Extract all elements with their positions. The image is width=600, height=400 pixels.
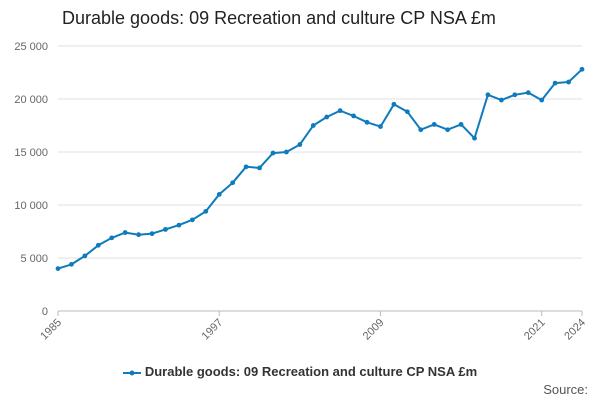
- series-group: [55, 66, 585, 271]
- data-point: [431, 122, 437, 127]
- x-axis: 1985 1997 2009 2021 2024: [38, 311, 588, 342]
- x-tick-label: 1997: [200, 317, 226, 343]
- data-point: [364, 119, 370, 125]
- source-label: Source:: [543, 382, 588, 397]
- data-point: [404, 109, 410, 115]
- data-point: [163, 226, 168, 232]
- data-point: [243, 164, 249, 170]
- data-point: [351, 113, 356, 119]
- data-point: [525, 90, 531, 96]
- data-point: [579, 66, 585, 72]
- y-tick-label: 10 000: [14, 200, 48, 212]
- data-point: [418, 127, 424, 133]
- y-tick-label: 15 000: [14, 147, 48, 159]
- data-point: [391, 101, 397, 107]
- legend-swatch-icon: [122, 370, 141, 376]
- chart-title: Durable goods: 09 Recreation and culture…: [62, 8, 496, 28]
- y-tick-label: 5 000: [20, 253, 48, 265]
- x-tick-label: 1985: [38, 317, 64, 343]
- gridlines: [58, 45, 582, 312]
- data-point: [176, 222, 182, 228]
- data-point: [297, 142, 303, 147]
- x-tick-label: 2021: [522, 317, 548, 343]
- legend[interactable]: Durable goods: 09 Recreation and culture…: [0, 364, 600, 379]
- legend-label: Durable goods: 09 Recreation and culture…: [144, 364, 478, 379]
- data-point: [337, 108, 343, 114]
- data-point: [445, 127, 451, 133]
- data-point: [270, 150, 276, 156]
- x-tick-label: 2024: [562, 317, 588, 343]
- data-point: [189, 217, 195, 223]
- data-point: [458, 122, 464, 127]
- data-point: [324, 114, 330, 120]
- data-point: [539, 97, 545, 103]
- data-point: [136, 232, 142, 238]
- y-axis: 0 5 000 10 000 15 000 20 000 25 000: [14, 41, 48, 318]
- data-point: [69, 261, 74, 267]
- data-point: [472, 135, 477, 141]
- legend-swatch-dot: [129, 370, 135, 376]
- data-point: [552, 80, 558, 86]
- series-line: [57, 68, 583, 270]
- data-point: [55, 266, 61, 271]
- data-point: [230, 180, 236, 186]
- y-tick-label: 0: [42, 306, 48, 318]
- data-point: [257, 165, 262, 171]
- data-point: [216, 192, 222, 197]
- data-point: [566, 79, 571, 85]
- data-point: [485, 92, 491, 98]
- data-point: [378, 124, 383, 129]
- x-tick-label: 2009: [361, 317, 387, 343]
- data-point: [109, 235, 115, 241]
- data-point: [122, 230, 128, 235]
- y-tick-label: 25 000: [14, 41, 48, 53]
- data-point: [203, 208, 209, 214]
- y-tick-label: 20 000: [14, 94, 48, 106]
- data-point: [95, 242, 101, 248]
- data-point: [82, 253, 88, 259]
- data-point: [149, 231, 155, 237]
- data-point: [498, 97, 504, 103]
- data-point: [284, 149, 289, 155]
- data-point: [512, 92, 518, 98]
- data-point: [310, 123, 316, 128]
